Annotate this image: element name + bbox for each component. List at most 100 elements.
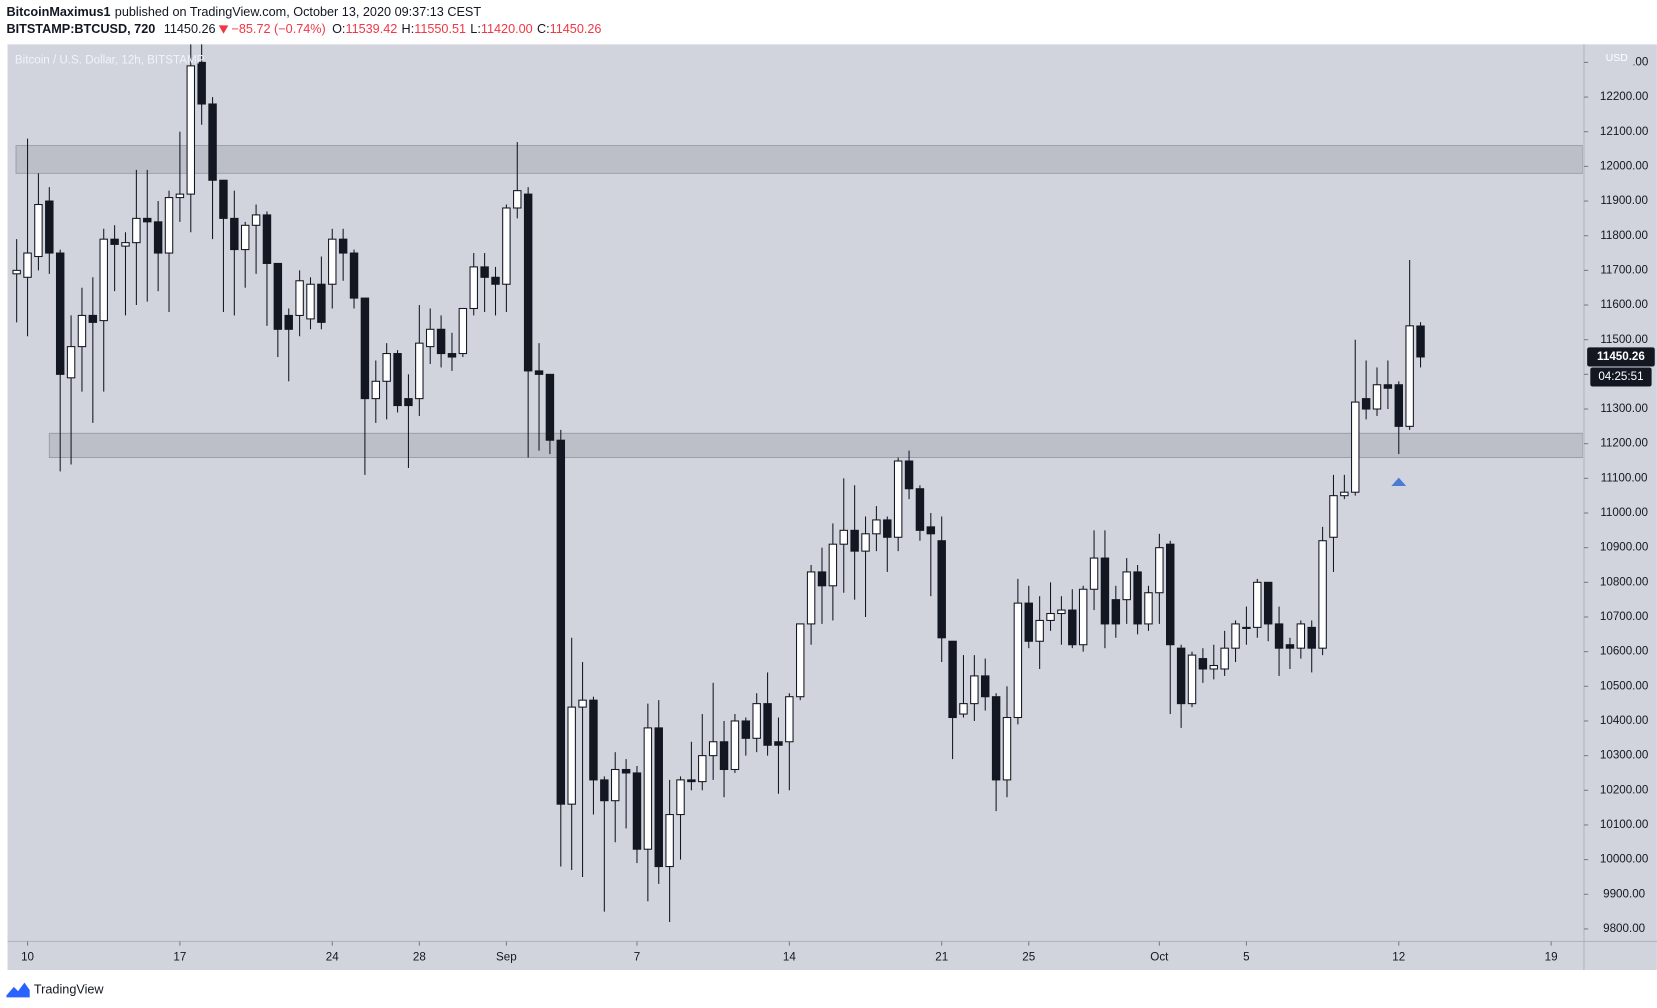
candle-body	[480, 266, 489, 278]
candle-body	[1416, 325, 1425, 358]
candle-body	[1144, 592, 1153, 625]
candle-body	[175, 193, 185, 199]
candle-body	[349, 252, 359, 299]
y-tick-label: 10400.00	[1600, 714, 1648, 727]
candle-body	[110, 238, 119, 245]
chart-background	[7, 44, 1657, 970]
published-note: published on TradingView.com, October 13…	[115, 5, 482, 19]
candle-body	[817, 571, 827, 587]
x-tick-label: Sep	[496, 950, 517, 963]
candle-body	[404, 398, 413, 407]
candle-body	[1242, 626, 1251, 629]
y-tick-label: 11000.00	[1600, 506, 1648, 519]
y-tick-label: 12100.00	[1600, 125, 1648, 138]
candle-body	[1198, 658, 1208, 670]
y-tick-label: 11700.00	[1600, 263, 1648, 276]
y-tick-label: 11800.00	[1600, 229, 1648, 242]
candle-body	[850, 529, 859, 552]
candle-body	[121, 242, 130, 247]
candle-body	[1209, 664, 1218, 670]
x-tick-label: 24	[326, 950, 339, 963]
candle-body	[1285, 644, 1295, 649]
candle-body	[1263, 581, 1273, 625]
ohlc-label: C:	[537, 22, 550, 36]
signal-marker	[1391, 477, 1407, 487]
candle-body	[1318, 540, 1327, 649]
candle-body	[1111, 599, 1121, 625]
candle-body	[306, 283, 315, 320]
zone	[15, 145, 1583, 174]
candle-body	[1002, 716, 1012, 781]
y-tick-label: 10900.00	[1600, 541, 1648, 554]
candle-body	[665, 814, 674, 868]
x-tick-label: Oct	[1150, 950, 1169, 963]
candle-body	[1078, 588, 1088, 646]
y-tick-label: 10600.00	[1600, 645, 1648, 658]
candle-body	[1296, 623, 1306, 649]
candle-body	[1068, 609, 1077, 646]
candle-body	[436, 328, 446, 355]
candle-body	[1166, 543, 1175, 646]
y-tick-label: 10700.00	[1600, 610, 1648, 623]
candle-body	[937, 540, 946, 639]
candle-body	[1155, 547, 1164, 594]
candle-body	[153, 221, 163, 254]
candle-body	[371, 380, 381, 400]
candle-body	[730, 720, 740, 771]
candle-body	[197, 61, 206, 105]
candle-body	[567, 706, 576, 805]
logo-icon	[6, 982, 30, 998]
y-tick-label: 9800.00	[1603, 922, 1645, 935]
x-tick-label: 19	[1545, 950, 1558, 963]
candle-body	[806, 571, 816, 625]
candle-body	[926, 526, 936, 535]
y-tick-label: 10300.00	[1600, 749, 1648, 762]
candle-body	[251, 214, 261, 226]
candle-body	[55, 252, 65, 375]
candle-body	[1220, 647, 1229, 670]
candle-body	[1340, 491, 1349, 497]
candle-body	[698, 755, 707, 783]
candle-body	[556, 439, 566, 805]
y-tick-label: 10100.00	[1600, 818, 1648, 831]
candle-body	[273, 262, 283, 330]
candle-body	[415, 342, 424, 400]
candle-body	[1176, 647, 1186, 705]
candle-body	[1329, 495, 1338, 538]
candle-body	[425, 328, 435, 348]
zone	[48, 432, 1583, 458]
last-price-box	[1587, 347, 1655, 367]
candle-body	[230, 217, 239, 251]
x-tick-label: 12	[1392, 950, 1405, 963]
brand: TradingView	[34, 982, 105, 996]
candle-body	[1013, 602, 1023, 719]
change-text: −85.72 (−0.74%)	[231, 22, 325, 36]
candle-body	[88, 314, 98, 323]
candle-body	[1394, 384, 1404, 427]
candle-body	[1100, 557, 1110, 625]
candle-body	[774, 741, 783, 746]
candle-body	[12, 269, 21, 275]
candle-body	[77, 314, 87, 348]
candle-body	[502, 207, 511, 285]
candle-body	[295, 280, 304, 316]
last-price-label: 11450.26	[1597, 350, 1645, 363]
candle-body	[534, 370, 544, 375]
candle-body	[981, 675, 990, 698]
x-tick-label: 21	[935, 950, 948, 963]
y-tick-label: 11200.00	[1600, 437, 1648, 450]
candle-body	[1122, 571, 1131, 601]
candle-body	[948, 640, 957, 719]
candle-body	[839, 529, 848, 545]
ohlc-label: L:	[470, 22, 481, 36]
candle-body	[883, 519, 892, 538]
unit-box	[1599, 49, 1634, 67]
candle-body	[45, 200, 54, 254]
candle-body	[34, 203, 43, 258]
candle-body	[708, 741, 718, 757]
candle-body	[1361, 398, 1371, 410]
candle-body	[338, 238, 348, 254]
candle-body	[1231, 623, 1240, 649]
candle-body	[1187, 654, 1197, 705]
